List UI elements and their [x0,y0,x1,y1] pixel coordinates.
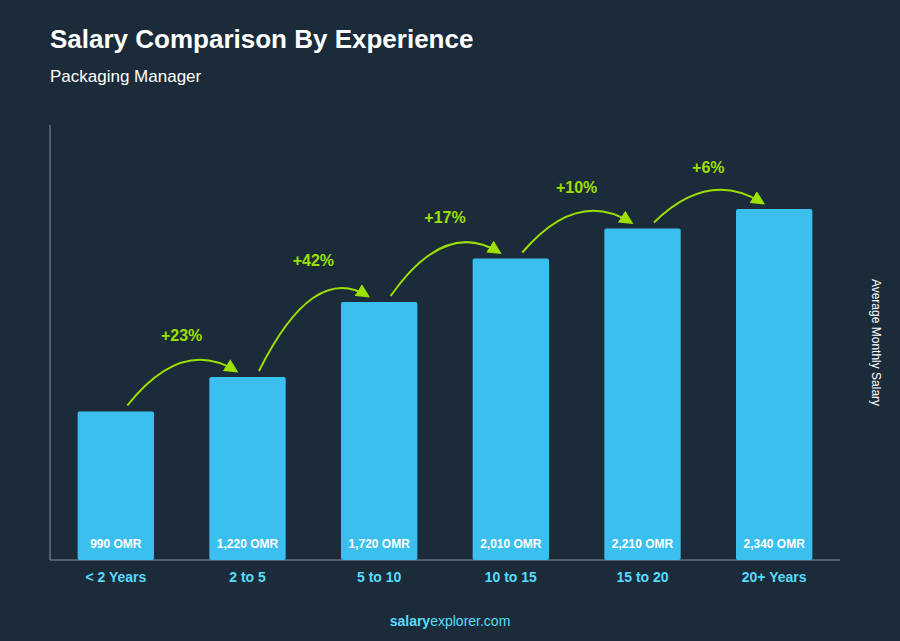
subtitle: Packaging Manager [50,67,202,86]
data-label: 2,340 OMR [743,537,805,551]
data-label: 990 OMR [90,537,142,551]
bar [604,229,680,561]
bar [473,259,549,561]
change-arrow [391,242,500,296]
chart-container: Salary Comparison By Experience Packaging… [0,0,900,641]
x-tick-label: 15 to 20 [616,569,668,585]
annotation: +17% [424,209,465,226]
bars [78,209,813,560]
data-label: 1,720 OMR [348,537,410,551]
change-arrow [522,211,631,253]
annotation: +6% [692,159,724,176]
footer-part: salary [390,613,431,629]
bar [341,302,417,560]
background [0,0,900,641]
footer-part: explorer.com [430,613,510,629]
data-label: 1,220 OMR [217,537,279,551]
bar [209,377,285,560]
bar [736,209,812,560]
bar [78,412,154,561]
y-axis-line [50,125,51,560]
change-arrow [654,190,763,223]
data-label: 2,010 OMR [480,537,542,551]
change-arrow [127,360,236,406]
x-axis-line [50,560,840,561]
title: Salary Comparison By Experience [50,24,473,54]
x-tick-label: < 2 Years [85,569,146,585]
footer: salaryexplorer.com [390,613,511,629]
x-tick-label: 2 to 5 [229,569,266,585]
y-axis-label: Average Monthly Salary [869,279,883,406]
data-label: 2,210 OMR [612,537,674,551]
annotation: +42% [293,252,334,269]
change-arrow [259,288,368,371]
x-tick-label: 20+ Years [742,569,807,585]
x-tick-label: 10 to 15 [485,569,537,585]
chart-svg: Salary Comparison By Experience Packaging… [0,0,900,641]
annotation: +23% [161,327,202,344]
x-tick-label: 5 to 10 [357,569,402,585]
annotation: +10% [556,179,597,196]
